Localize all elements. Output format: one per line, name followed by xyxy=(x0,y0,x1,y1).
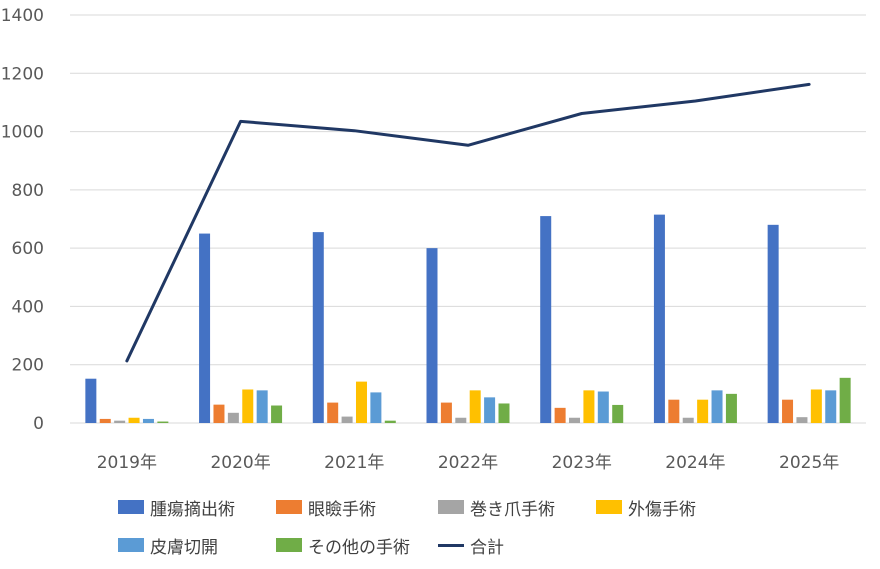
bar xyxy=(199,233,211,423)
bar xyxy=(271,405,283,423)
legend: 腫瘍摘出術 眼瞼手術 巻き爪手術 外傷手術皮膚切開 その他の手術 合計 xyxy=(118,494,818,564)
bar xyxy=(540,216,552,423)
total-line xyxy=(125,82,811,363)
bar xyxy=(825,390,837,423)
legend-swatch xyxy=(276,538,302,552)
x-tick-label: 2023年 xyxy=(552,453,612,473)
x-tick-label: 2021年 xyxy=(324,453,384,473)
bar xyxy=(597,391,609,423)
bar xyxy=(128,417,140,423)
bar xyxy=(384,420,396,423)
bar xyxy=(554,407,566,423)
bar xyxy=(810,389,822,423)
y-tick-label: 1000 xyxy=(1,123,44,143)
y-tick-label: 600 xyxy=(12,239,44,259)
legend-swatch xyxy=(118,538,144,552)
bar xyxy=(440,402,452,423)
legend-item: 外傷手術 xyxy=(596,494,696,520)
bar xyxy=(242,389,254,423)
legend-swatch xyxy=(438,543,464,547)
gridlines xyxy=(70,14,866,424)
legend-swatch xyxy=(596,500,622,514)
bar xyxy=(796,417,808,423)
bar xyxy=(725,393,737,423)
bar xyxy=(213,404,225,423)
legend-item: 合計 xyxy=(438,532,504,558)
legend-label: 巻き爪手術 xyxy=(470,499,555,520)
x-tick-label: 2022年 xyxy=(438,453,498,473)
x-tick-label: 2020年 xyxy=(210,453,270,473)
legend-item: 腫瘍摘出術 xyxy=(118,494,235,520)
bar xyxy=(711,390,723,423)
bar xyxy=(142,418,154,423)
bar xyxy=(455,417,467,423)
x-tick-label: 2024年 xyxy=(665,453,725,473)
legend-swatch xyxy=(118,500,144,514)
y-tick-label: 1400 xyxy=(1,6,44,26)
y-tick-label: 200 xyxy=(12,356,44,376)
legend-label: 合計 xyxy=(470,537,504,558)
x-tick-label: 2025年 xyxy=(779,453,839,473)
bar xyxy=(484,397,496,423)
bar xyxy=(370,392,382,423)
series-line xyxy=(125,82,811,363)
legend-label: 皮膚切開 xyxy=(150,537,218,558)
legend-swatch xyxy=(276,500,302,514)
bar xyxy=(256,390,268,423)
bar xyxy=(85,378,97,423)
bar xyxy=(341,416,353,423)
bar xyxy=(327,402,339,423)
bar xyxy=(782,399,794,423)
legend-label: 腫瘍摘出術 xyxy=(150,499,235,520)
bar xyxy=(653,214,665,423)
y-axis-ticks: 0 200 400 600 800 1000 1200 1400 xyxy=(1,6,44,434)
bar xyxy=(227,412,239,423)
x-tick-label: 2019年 xyxy=(97,453,157,473)
bar xyxy=(583,390,595,423)
y-tick-label: 800 xyxy=(12,181,44,201)
legend-label: その他の手術 xyxy=(308,537,410,558)
bar xyxy=(312,232,324,423)
bar xyxy=(99,418,111,423)
bar xyxy=(569,417,581,423)
bar xyxy=(114,420,126,423)
bar xyxy=(469,390,481,423)
y-tick-label: 1200 xyxy=(1,64,44,84)
legend-item: 皮膚切開 xyxy=(118,532,218,558)
legend-item: 眼瞼手術 xyxy=(276,494,376,520)
bar xyxy=(682,417,694,423)
bar xyxy=(612,404,624,423)
legend-label: 外傷手術 xyxy=(628,499,696,520)
legend-item: 巻き爪手術 xyxy=(438,494,555,520)
bar xyxy=(498,403,510,423)
legend-swatch xyxy=(438,500,464,514)
bar xyxy=(697,399,709,423)
y-tick-label: 400 xyxy=(12,297,44,317)
y-tick-label: 0 xyxy=(33,414,44,434)
bars xyxy=(85,214,851,423)
bar xyxy=(426,248,438,423)
bar xyxy=(157,421,169,423)
bar xyxy=(839,377,851,423)
bar xyxy=(767,224,779,423)
x-axis-ticks: 2019年 2020年 2021年 2022年 2023年 2024年 2025年 xyxy=(97,453,840,473)
legend-label: 眼瞼手術 xyxy=(308,499,376,520)
bar xyxy=(355,381,367,423)
bar xyxy=(668,399,680,423)
legend-item: その他の手術 xyxy=(276,532,410,558)
